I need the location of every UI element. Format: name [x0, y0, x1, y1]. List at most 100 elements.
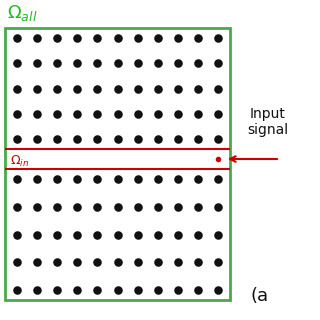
Point: [14, 136, 20, 141]
Point: [75, 36, 80, 41]
Point: [155, 176, 160, 181]
Point: [95, 176, 100, 181]
Bar: [5, 28, 230, 300]
Point: [14, 204, 20, 209]
Point: [215, 204, 220, 209]
Point: [75, 287, 80, 292]
Point: [14, 287, 20, 292]
Point: [215, 86, 220, 91]
Point: [35, 287, 40, 292]
Point: [215, 287, 220, 292]
Point: [175, 61, 180, 66]
Point: [175, 232, 180, 237]
Point: [175, 287, 180, 292]
Point: [115, 61, 120, 66]
Point: [35, 61, 40, 66]
Point: [95, 136, 100, 141]
Point: [195, 136, 200, 141]
Point: [135, 287, 140, 292]
Point: [175, 36, 180, 41]
Point: [55, 61, 60, 66]
Point: [75, 86, 80, 91]
Point: [155, 136, 160, 141]
Point: [95, 260, 100, 265]
Point: [175, 260, 180, 265]
Point: [95, 36, 100, 41]
Point: [55, 176, 60, 181]
Point: [35, 136, 40, 141]
Point: [155, 287, 160, 292]
Point: [95, 204, 100, 209]
Point: [195, 36, 200, 41]
Point: [35, 36, 40, 41]
Text: Input
signal: Input signal: [247, 107, 289, 137]
Point: [155, 36, 160, 41]
Point: [175, 111, 180, 116]
Point: [135, 111, 140, 116]
Point: [215, 176, 220, 181]
Point: [135, 176, 140, 181]
Point: [95, 111, 100, 116]
Point: [155, 86, 160, 91]
Point: [55, 36, 60, 41]
Point: [155, 111, 160, 116]
Point: [135, 86, 140, 91]
Point: [14, 111, 20, 116]
Point: [55, 86, 60, 91]
Point: [215, 136, 220, 141]
Point: [95, 61, 100, 66]
Point: [215, 111, 220, 116]
Point: [35, 260, 40, 265]
Point: [55, 287, 60, 292]
Point: [75, 111, 80, 116]
Point: [55, 232, 60, 237]
Point: [75, 260, 80, 265]
Point: [215, 36, 220, 41]
Point: [195, 86, 200, 91]
Point: [75, 176, 80, 181]
Point: [14, 176, 20, 181]
Point: [95, 287, 100, 292]
Point: [195, 61, 200, 66]
Point: [135, 136, 140, 141]
Point: [135, 61, 140, 66]
Point: [55, 204, 60, 209]
Point: [14, 61, 20, 66]
Text: (a: (a: [250, 287, 268, 305]
Point: [175, 176, 180, 181]
Point: [115, 287, 120, 292]
Point: [75, 61, 80, 66]
Point: [135, 260, 140, 265]
Point: [115, 176, 120, 181]
Point: [95, 86, 100, 91]
Text: $\Omega_{all}$: $\Omega_{all}$: [7, 3, 38, 23]
Point: [215, 61, 220, 66]
Point: [175, 136, 180, 141]
Point: [14, 86, 20, 91]
Point: [14, 36, 20, 41]
Point: [35, 232, 40, 237]
Point: [195, 287, 200, 292]
Point: [115, 260, 120, 265]
Point: [135, 204, 140, 209]
Point: [75, 204, 80, 209]
Point: [155, 260, 160, 265]
Point: [195, 111, 200, 116]
Point: [175, 86, 180, 91]
Point: [35, 176, 40, 181]
Point: [175, 204, 180, 209]
Point: [14, 260, 20, 265]
Point: [115, 111, 120, 116]
Point: [195, 176, 200, 181]
Point: [195, 232, 200, 237]
Point: [115, 36, 120, 41]
Text: $\Omega_{in}$: $\Omega_{in}$: [10, 154, 29, 169]
Point: [75, 232, 80, 237]
Point: [35, 86, 40, 91]
Point: [115, 136, 120, 141]
Point: [55, 111, 60, 116]
Point: [75, 136, 80, 141]
Point: [155, 204, 160, 209]
Point: [95, 232, 100, 237]
Point: [55, 260, 60, 265]
